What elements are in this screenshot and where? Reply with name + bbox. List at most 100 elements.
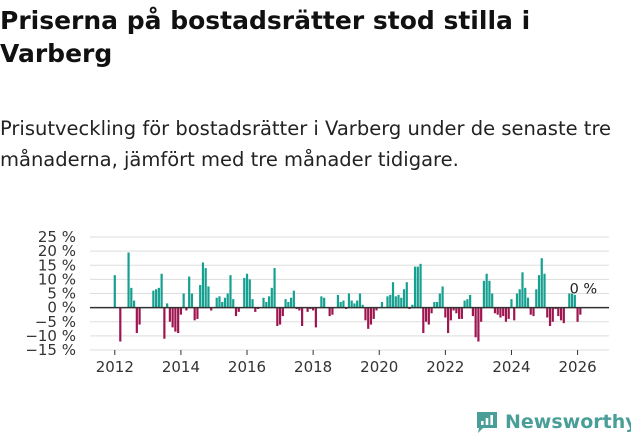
bar xyxy=(369,307,373,325)
bar xyxy=(168,307,171,322)
bar xyxy=(287,301,290,308)
bar xyxy=(375,307,378,311)
bar xyxy=(474,307,477,338)
bar xyxy=(218,296,221,308)
bar xyxy=(243,277,246,308)
bar xyxy=(532,307,535,317)
bar xyxy=(270,287,273,308)
bar xyxy=(557,307,560,317)
bar xyxy=(471,307,474,317)
bar xyxy=(267,296,271,308)
bar xyxy=(237,307,240,312)
bar xyxy=(284,299,287,308)
bar xyxy=(449,307,452,321)
y-tick-label: −10 % xyxy=(25,327,76,345)
bar xyxy=(405,282,408,308)
bar xyxy=(185,307,188,311)
x-tick-label: 2020 xyxy=(360,358,398,376)
bar xyxy=(435,301,439,308)
bar xyxy=(513,307,516,321)
bar xyxy=(568,293,571,308)
y-axis-labels: 25 %20 %15 %10 %5 %0 %−5 %−10 %−15 % xyxy=(25,228,76,359)
bar xyxy=(518,289,521,308)
bar xyxy=(419,263,422,308)
bar xyxy=(389,294,392,308)
bar xyxy=(245,273,249,308)
bar xyxy=(204,268,207,308)
bar xyxy=(411,304,414,308)
bar xyxy=(386,296,389,308)
bar xyxy=(526,297,530,308)
bar-chart: 25 %20 %15 %10 %5 %0 %−5 %−10 %−15 % 201… xyxy=(25,228,609,376)
bar xyxy=(278,307,282,325)
x-axis: 2012 2014 2016 2018 2020 2022 2024 2026 xyxy=(96,350,597,376)
bar xyxy=(160,273,163,308)
bar xyxy=(229,275,232,308)
bar xyxy=(336,294,340,308)
bar xyxy=(444,307,447,318)
bar xyxy=(157,287,160,308)
bar xyxy=(306,307,309,312)
y-tick-label: −5 % xyxy=(35,313,76,331)
bar xyxy=(320,296,323,308)
bar xyxy=(166,303,169,308)
bar xyxy=(248,279,251,308)
bar xyxy=(190,293,194,308)
bar xyxy=(452,307,455,311)
bar xyxy=(372,307,375,319)
bar xyxy=(543,273,546,308)
bar xyxy=(155,289,158,308)
bar xyxy=(573,294,576,308)
bars xyxy=(113,252,582,342)
y-tick-label: 20 % xyxy=(38,242,76,260)
bar xyxy=(199,285,202,308)
bar xyxy=(413,266,417,308)
x-tick-label: 2016 xyxy=(228,358,266,376)
bar xyxy=(196,307,199,319)
bar xyxy=(163,307,166,339)
y-tick-label: 25 % xyxy=(38,228,76,246)
bar xyxy=(281,307,284,317)
bar xyxy=(265,301,268,308)
bar xyxy=(562,307,565,324)
bar xyxy=(447,307,450,334)
bar xyxy=(438,293,441,308)
bar xyxy=(207,286,210,308)
bar xyxy=(394,296,397,308)
bar xyxy=(353,303,356,308)
bar xyxy=(350,300,353,308)
bar xyxy=(210,307,213,311)
bar xyxy=(548,307,552,326)
bar xyxy=(430,307,433,314)
bar xyxy=(331,307,334,315)
bar xyxy=(276,307,279,326)
bar xyxy=(339,301,342,308)
x-tick-label: 2012 xyxy=(96,358,134,376)
bar xyxy=(535,289,538,308)
bar xyxy=(422,307,425,334)
bar xyxy=(427,307,430,325)
x-tick-label: 2014 xyxy=(162,358,200,376)
bar xyxy=(174,307,177,332)
bar xyxy=(221,301,224,308)
bar xyxy=(215,297,218,308)
bar xyxy=(507,307,510,319)
bar xyxy=(488,280,491,308)
bar xyxy=(424,307,428,322)
bar xyxy=(540,258,543,308)
bar xyxy=(179,307,182,315)
bar xyxy=(579,307,582,315)
bar xyxy=(232,299,235,308)
bar xyxy=(273,268,276,308)
bar xyxy=(254,307,257,312)
y-tick-label: 10 % xyxy=(38,270,76,288)
bar xyxy=(223,297,227,308)
bar xyxy=(504,307,508,322)
bar xyxy=(482,280,486,308)
y-tick-label: −15 % xyxy=(25,341,76,359)
x-tick-label: 2018 xyxy=(294,358,332,376)
bar xyxy=(380,301,384,308)
newsworthy-wordmark: Newsworthy xyxy=(505,411,631,433)
x-tick-label: 2026 xyxy=(559,358,597,376)
bar xyxy=(289,297,293,308)
